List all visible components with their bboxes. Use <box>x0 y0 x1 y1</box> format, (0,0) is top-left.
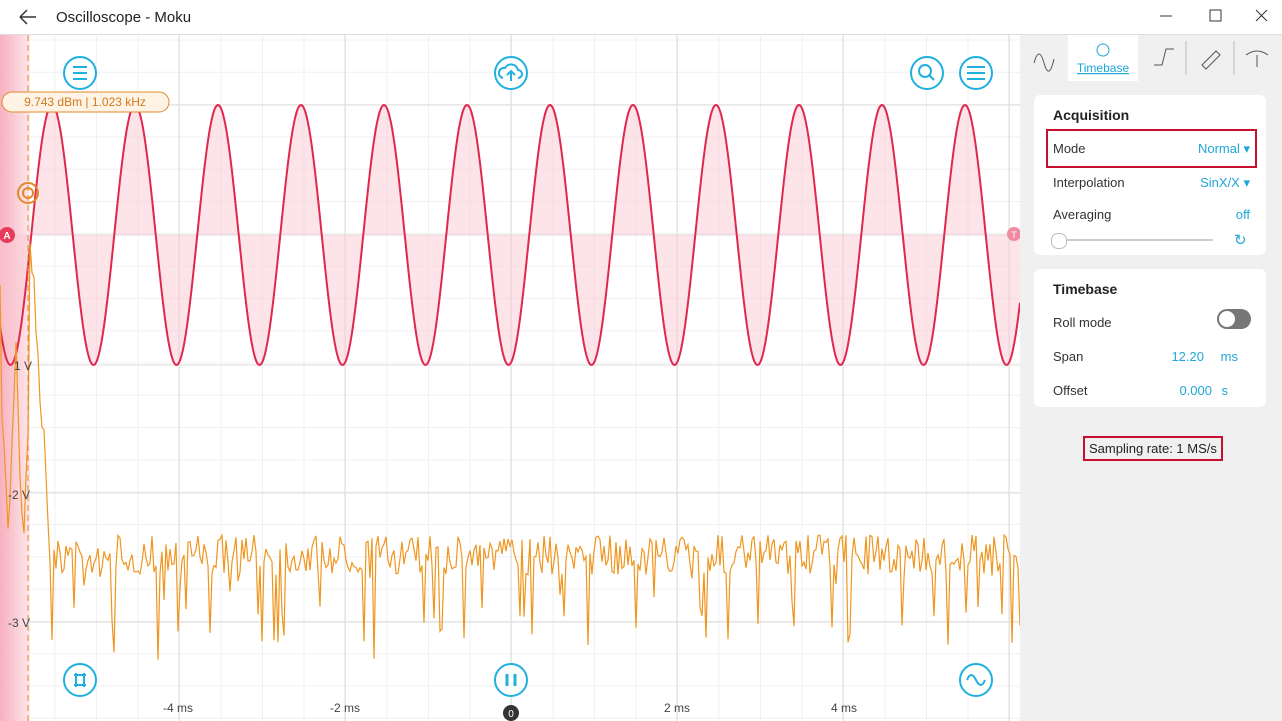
cursor-handle-inner <box>22 187 34 199</box>
channel-marker[interactable] <box>0 227 15 243</box>
waveforms <box>0 103 1020 660</box>
zoom-button[interactable] <box>910 56 944 90</box>
tab-timebase[interactable]: Timebase <box>1077 61 1130 75</box>
mode-value[interactable]: Normal ▾ <box>1197 141 1250 156</box>
tab-channels[interactable] <box>1033 53 1055 72</box>
trigger-position: 0 <box>508 709 514 720</box>
section-title: Acquisition <box>1053 107 1130 123</box>
sine-fill <box>0 105 1020 365</box>
cursor-readout: 9.743 dBm | 1.023 kHz <box>24 95 146 109</box>
tab-bar: Timebase <box>1033 35 1269 81</box>
y-label: -3 V <box>8 616 30 630</box>
averaging-value: off <box>1235 207 1250 222</box>
title-bar: Oscilloscope - Moku <box>0 0 1282 35</box>
value: Normal <box>1197 141 1240 156</box>
y-label: 1 V <box>14 359 32 373</box>
maximize[interactable] <box>1209 9 1222 22</box>
averaging-row: Averaging off <box>1053 207 1250 222</box>
x-label: 4 ms <box>831 701 857 715</box>
label: Offset <box>1053 383 1088 398</box>
grid-button[interactable] <box>63 663 97 697</box>
tab-timebase-icon <box>1096 43 1110 57</box>
tab-other[interactable] <box>1245 50 1269 67</box>
interpolation-row[interactable]: Interpolation SinX/X ▾ <box>1053 175 1250 190</box>
value: SinX/X <box>1200 175 1240 190</box>
slider-thumb[interactable] <box>1051 233 1067 249</box>
plot-bg <box>0 35 1020 721</box>
close[interactable] <box>1255 9 1268 22</box>
trigger-marker-label: T <box>1011 230 1017 240</box>
label: Span <box>1053 349 1084 364</box>
plot-area: 9.743 dBm | 1.023 kHz A T 1 V -2 V -3 V … <box>0 35 1020 721</box>
roll-mode-row: Roll mode <box>1053 315 1250 330</box>
trigger-marker[interactable] <box>1007 227 1020 241</box>
channel-marker-label: A <box>3 231 10 242</box>
cursor-handle[interactable] <box>17 182 39 204</box>
noise-trace <box>0 243 1020 660</box>
window-title: Oscilloscope - Moku <box>56 9 192 26</box>
y-label: -2 V <box>8 488 30 502</box>
span-unit: ms <box>1220 349 1238 364</box>
timebase-card: Timebase Roll mode Span 12.20 ms Offset 0.0… <box>1034 269 1266 407</box>
label: Averaging <box>1053 207 1112 222</box>
offset-value[interactable]: 0.000 <box>1179 383 1212 398</box>
tab-trigger[interactable] <box>1154 48 1174 66</box>
span-value[interactable]: 12.20 <box>1171 349 1204 364</box>
tab-measure[interactable] <box>1201 50 1221 70</box>
mode-row[interactable]: Mode Normal ▾ <box>1053 141 1250 156</box>
window-controls <box>1160 9 1268 22</box>
acquisition-card: Acquisition Mode Normal ▾ Interpolation Si… <box>1034 95 1266 255</box>
roll-mode-toggle[interactable] <box>1217 309 1251 329</box>
offset-unit: s <box>1221 383 1229 398</box>
reset-button[interactable]: ↻ <box>1234 232 1247 249</box>
span-row: Span 12.20 ms <box>1053 349 1250 364</box>
pause-button[interactable] <box>494 663 528 697</box>
back-button[interactable] <box>14 0 44 34</box>
offset-row: Offset 0.000 s <box>1053 383 1250 398</box>
averaging-slider[interactable] <box>1058 239 1213 241</box>
x-label: -2 ms <box>330 701 360 715</box>
interpolation-value[interactable]: SinX/X ▾ <box>1200 175 1250 190</box>
section-title: Timebase <box>1053 281 1118 297</box>
x-label: 2 ms <box>664 701 690 715</box>
highlight-box <box>1046 129 1257 168</box>
label: Roll mode <box>1053 315 1112 330</box>
x-label: -4 ms <box>163 701 193 715</box>
cursor-readout-box <box>1 91 170 113</box>
sampling-rate: Sampling rate: 1 MS/s <box>1083 436 1223 461</box>
toggle-knob <box>1219 311 1235 327</box>
label: Mode <box>1053 141 1086 156</box>
label: Interpolation <box>1053 175 1125 190</box>
button-icons <box>73 63 986 687</box>
side-panel: Timebase Acquisition Mode Normal ▾ Interp… <box>1020 35 1282 721</box>
sine-trace <box>0 103 1020 366</box>
active-tab-bg <box>1068 35 1138 81</box>
trigger-position-marker[interactable] <box>503 705 519 721</box>
